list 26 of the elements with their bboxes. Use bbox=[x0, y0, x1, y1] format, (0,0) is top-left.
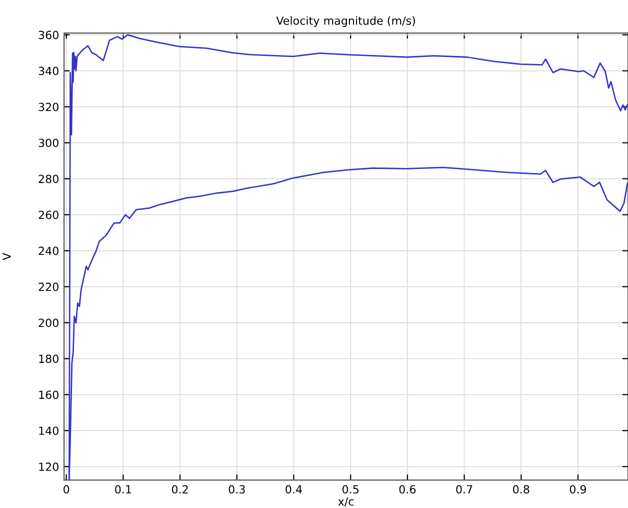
x-tick-label: 0.8 bbox=[513, 485, 530, 494]
y-tick-label: 340 bbox=[38, 66, 58, 76]
y-tick-label: 220 bbox=[38, 282, 58, 292]
y-axis-title: V bbox=[2, 252, 11, 260]
chart-title: Velocity magnitude (m/s) bbox=[276, 16, 415, 27]
y-tick-label: 360 bbox=[38, 30, 58, 40]
x-tick-label: 0.7 bbox=[456, 485, 472, 494]
x-tick-label: 0.5 bbox=[342, 485, 358, 494]
x-axis-title: x/c bbox=[338, 497, 354, 507]
y-tick-label: 180 bbox=[39, 354, 58, 364]
y-tick-label: 200 bbox=[38, 318, 58, 328]
x-tick-label: 0.6 bbox=[399, 485, 416, 494]
x-tick-label: 0.9 bbox=[570, 485, 586, 494]
x-tick-label: 0 bbox=[64, 485, 70, 494]
y-tick-label: 300 bbox=[38, 138, 58, 148]
x-tick-label: 0.3 bbox=[228, 485, 245, 494]
y-tick-label: 140 bbox=[39, 426, 58, 435]
y-tick-label: 320 bbox=[38, 102, 58, 112]
y-tick-label: 280 bbox=[38, 174, 58, 184]
x-tick-label: 0.2 bbox=[172, 485, 188, 494]
y-tick-label: 160 bbox=[39, 390, 58, 399]
y-tick-label: 240 bbox=[38, 246, 58, 256]
y-tick-label: 120 bbox=[39, 462, 58, 471]
y-tick-label: 260 bbox=[38, 210, 58, 220]
x-tick-label: 0.1 bbox=[115, 485, 131, 494]
x-tick-label: 0.4 bbox=[286, 485, 302, 494]
